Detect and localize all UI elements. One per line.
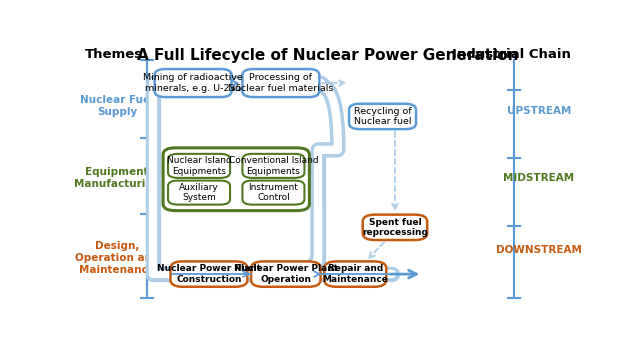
Text: Auxiliary
System: Auxiliary System xyxy=(179,183,219,202)
FancyBboxPatch shape xyxy=(243,154,305,178)
Text: DOWNSTREAM: DOWNSTREAM xyxy=(496,245,582,255)
Text: Nuclear Fuel
Supply: Nuclear Fuel Supply xyxy=(81,95,154,117)
Text: MIDSTREAM: MIDSTREAM xyxy=(503,173,574,183)
Text: Nuclear Power Plant
Construction: Nuclear Power Plant Construction xyxy=(157,264,261,284)
Text: Equipment
Manufacturing: Equipment Manufacturing xyxy=(74,167,161,189)
Text: Nuclear Island
Equipments: Nuclear Island Equipments xyxy=(166,156,232,176)
FancyBboxPatch shape xyxy=(168,180,230,205)
FancyBboxPatch shape xyxy=(155,69,232,97)
Text: Repair and
Maintenance: Repair and Maintenance xyxy=(323,264,388,284)
Text: Industrial Chain: Industrial Chain xyxy=(452,48,571,61)
Text: Nuclear Power Plant
Operation: Nuclear Power Plant Operation xyxy=(234,264,338,284)
FancyBboxPatch shape xyxy=(324,261,387,287)
FancyBboxPatch shape xyxy=(363,215,428,240)
FancyBboxPatch shape xyxy=(163,148,309,211)
FancyBboxPatch shape xyxy=(243,69,319,97)
FancyBboxPatch shape xyxy=(170,261,248,287)
Text: Themes: Themes xyxy=(85,48,143,61)
Text: Mining of radioactive
minerals, e.g. U-235: Mining of radioactive minerals, e.g. U-2… xyxy=(143,73,243,93)
Text: Processing of
Nuclear fuel materials: Processing of Nuclear fuel materials xyxy=(228,73,333,93)
FancyBboxPatch shape xyxy=(349,104,416,129)
Text: A Full Lifecycle of Nuclear Power Generation: A Full Lifecycle of Nuclear Power Genera… xyxy=(137,48,519,63)
Text: Design,
Operation and
Maintenance: Design, Operation and Maintenance xyxy=(75,242,159,275)
Text: Spent fuel
reprocessing: Spent fuel reprocessing xyxy=(362,218,428,237)
Text: Instrument
Control: Instrument Control xyxy=(248,183,298,202)
FancyBboxPatch shape xyxy=(251,261,321,287)
FancyBboxPatch shape xyxy=(243,180,305,205)
Text: UPSTREAM: UPSTREAM xyxy=(507,106,571,116)
FancyBboxPatch shape xyxy=(168,154,230,178)
Text: Conventional Island
Equipments: Conventional Island Equipments xyxy=(228,156,318,176)
Text: Recycling of
Nuclear fuel: Recycling of Nuclear fuel xyxy=(354,107,412,126)
